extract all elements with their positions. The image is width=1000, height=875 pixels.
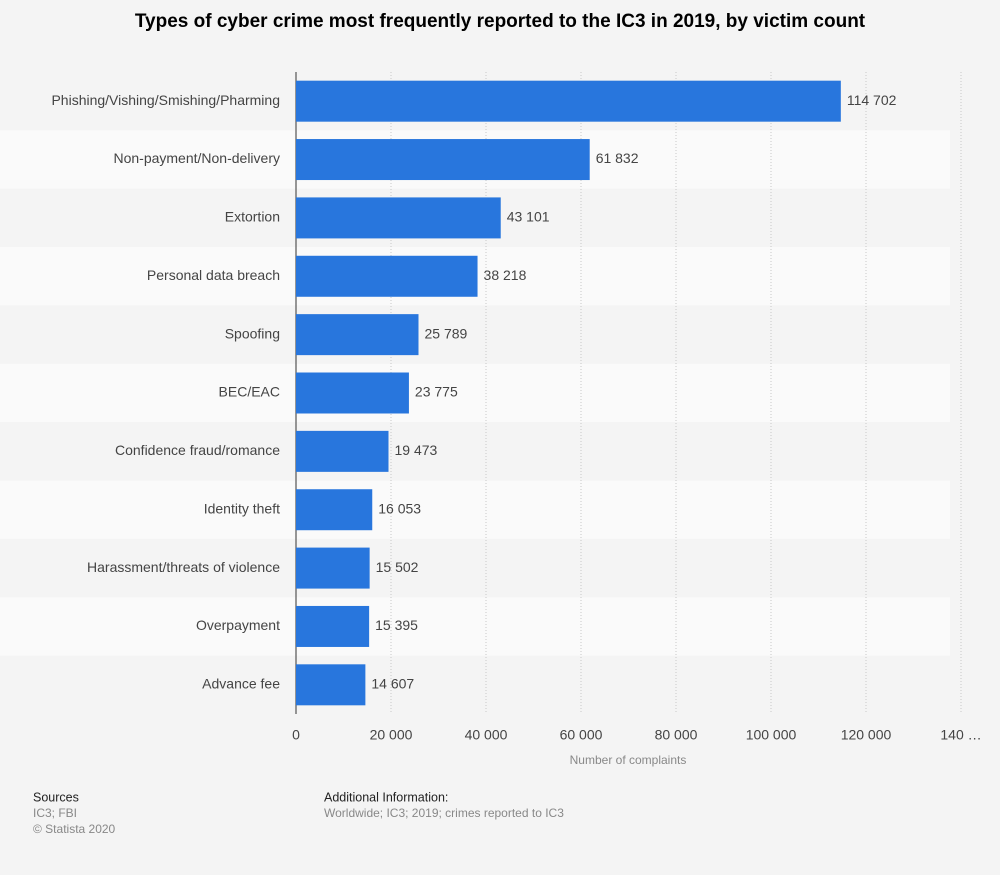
bar xyxy=(296,255,478,297)
bar xyxy=(296,314,419,356)
bar xyxy=(296,80,841,122)
x-tick-label: 40 000 xyxy=(465,727,508,743)
bar xyxy=(296,430,389,472)
y-tick-label: Non-payment/Non-delivery xyxy=(113,150,280,166)
value-label: 14 607 xyxy=(371,676,414,692)
y-tick-label: Overpayment xyxy=(196,617,280,633)
value-label: 23 775 xyxy=(415,384,458,400)
additional-title: Additional Information: xyxy=(324,790,448,804)
additional-info: Worldwide; IC3; 2019; crimes reported to… xyxy=(324,806,564,820)
y-tick-label: Advance fee xyxy=(202,676,280,692)
value-label: 16 053 xyxy=(378,500,421,516)
value-label: 61 832 xyxy=(596,150,639,166)
x-tick-label: 20 000 xyxy=(370,727,413,743)
bar xyxy=(296,664,366,706)
x-tick-label: 120 000 xyxy=(841,727,892,743)
value-label: 25 789 xyxy=(424,325,467,341)
bar xyxy=(296,605,370,647)
y-tick-label: BEC/EAC xyxy=(219,384,280,400)
y-tick-label: Confidence fraud/romance xyxy=(115,442,280,458)
bar xyxy=(296,547,370,589)
x-tick-label: 140 … xyxy=(940,727,981,743)
row-band xyxy=(0,538,950,598)
y-tick-label: Personal data breach xyxy=(147,267,280,283)
bar xyxy=(296,197,501,239)
sources-title: Sources xyxy=(33,790,79,804)
x-tick-label: 100 000 xyxy=(746,727,797,743)
row-band xyxy=(0,480,950,539)
y-tick-label: Phishing/Vishing/Smishing/Pharming xyxy=(51,92,280,108)
chart-title: Types of cyber crime most frequently rep… xyxy=(135,11,866,32)
row-bands xyxy=(0,72,950,714)
value-label: 43 101 xyxy=(507,209,550,225)
value-label: 19 473 xyxy=(394,442,437,458)
bar xyxy=(296,372,409,414)
x-tick-label: 60 000 xyxy=(560,727,603,743)
bar xyxy=(296,139,590,181)
bar xyxy=(296,489,373,531)
value-label: 114 702 xyxy=(847,92,897,108)
value-label: 15 395 xyxy=(375,617,418,633)
sources: IC3; FBI xyxy=(33,806,77,820)
row-band xyxy=(0,422,950,481)
y-tick-label: Extortion xyxy=(225,209,280,225)
x-tick-label: 80 000 xyxy=(655,727,698,743)
value-label: 15 502 xyxy=(376,559,419,575)
row-band xyxy=(0,363,950,423)
row-band xyxy=(0,597,950,656)
y-tick-label: Identity theft xyxy=(204,500,280,516)
row-band xyxy=(0,305,950,364)
x-tick-label: 0 xyxy=(292,727,300,743)
value-label: 38 218 xyxy=(484,267,527,283)
copyright: © Statista 2020 xyxy=(33,822,116,836)
y-tick-label: Spoofing xyxy=(225,325,280,341)
y-tick-label: Harassment/threats of violence xyxy=(87,559,280,575)
x-axis-title: Number of complaints xyxy=(570,753,687,767)
row-band xyxy=(0,655,950,714)
